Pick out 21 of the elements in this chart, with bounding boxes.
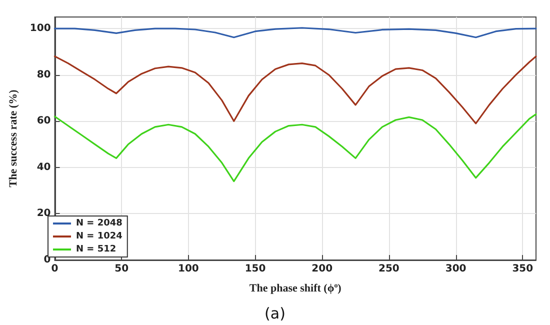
y-tick-label: 80 <box>36 69 51 80</box>
x-tick-label: 350 <box>512 264 534 274</box>
y-tick-label: 40 <box>36 162 51 173</box>
line-series <box>54 113 537 182</box>
legend-label: N = 2048 <box>76 218 122 228</box>
x-tick-label: 100 <box>178 264 199 274</box>
x-tick-label: 150 <box>244 264 266 274</box>
y-axis-title: The success rate (%) <box>8 89 20 188</box>
x-tick-label: 50 <box>114 264 129 274</box>
y-tick-label: 100 <box>30 23 51 34</box>
y-tick-label: 20 <box>36 208 51 220</box>
x-tick-label: 300 <box>445 264 466 274</box>
x-tick-label: 250 <box>378 264 400 274</box>
x-tick-label: 0 <box>51 264 58 274</box>
legend-label: N = 1024 <box>76 232 122 242</box>
text: (a) <box>264 304 286 322</box>
legend-label: N = 512 <box>76 244 116 254</box>
line-series <box>54 27 537 38</box>
y-tick-label: 60 <box>36 116 51 127</box>
line-series <box>54 56 537 124</box>
x-tick-label: 200 <box>312 264 333 274</box>
